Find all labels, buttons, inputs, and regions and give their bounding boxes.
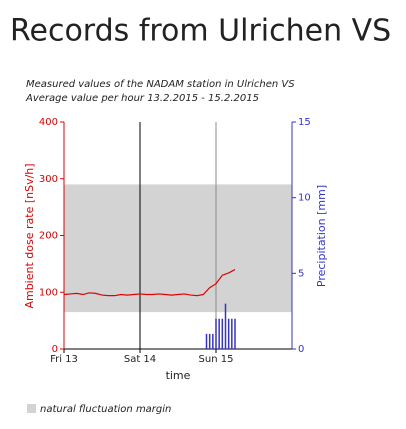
x-axis-label: time — [166, 369, 191, 382]
bar — [227, 318, 230, 349]
bar — [234, 318, 236, 349]
y2-axis-label: Precipitation [mm] — [315, 185, 328, 287]
x-tick-label: Sat 14 — [124, 354, 156, 365]
y2-tick-label: 10 — [298, 193, 311, 204]
legend-swatch — [27, 404, 36, 413]
chart-title: Records from Ulrichen VS — [10, 14, 391, 49]
y2-tick-label: 5 — [298, 268, 304, 279]
y-axis-label: Ambient dose rate [nSv/h] — [23, 163, 36, 308]
chart-subtitle: Measured values of the NADAM station in … — [26, 79, 295, 90]
bar — [218, 318, 220, 349]
y-tick-label: 400 — [39, 117, 58, 128]
y-tick-label: 0 — [52, 344, 58, 355]
bar — [221, 318, 224, 349]
x-tick-label: Sun 15 — [199, 354, 234, 365]
bar — [208, 333, 211, 349]
y2-tick-label: 0 — [298, 344, 304, 355]
bar — [212, 333, 214, 349]
y-tick-label: 300 — [39, 174, 58, 185]
x-tick-label: Fri 13 — [50, 354, 78, 365]
data-line — [63, 269, 236, 297]
bar — [231, 318, 233, 349]
bar — [224, 303, 227, 349]
y-tick-label: 200 — [39, 231, 58, 242]
chart-subtitle: Average value per hour 13.2.2015 - 15.2.… — [25, 93, 259, 104]
bar — [205, 333, 208, 349]
bar — [215, 318, 217, 349]
y-tick-label: 100 — [39, 287, 58, 298]
legend-label: natural fluctuation margin — [40, 404, 171, 415]
fluctuation-band — [64, 184, 292, 313]
y2-tick-label: 15 — [298, 117, 311, 128]
